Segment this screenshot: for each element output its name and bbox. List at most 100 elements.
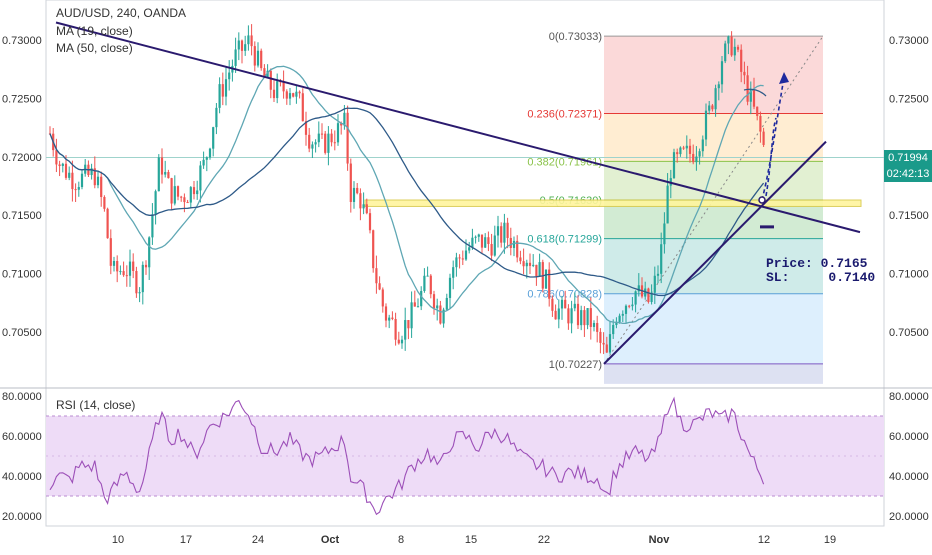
candle-body (317, 133, 320, 143)
candle-body (359, 193, 362, 209)
candle-body (186, 202, 189, 204)
candle-body (602, 342, 605, 345)
support-zone (364, 199, 862, 207)
annotation-price: Price: 0.7165 (766, 256, 868, 271)
candle-body (164, 172, 167, 175)
candle-body (708, 105, 711, 111)
candle-body (333, 142, 336, 144)
candle-body (752, 89, 756, 107)
candle-body (228, 72, 231, 80)
candle-body (759, 115, 762, 132)
candle-body (442, 309, 445, 324)
candle-body (720, 61, 724, 85)
candle-body (388, 317, 391, 321)
candle-body (384, 306, 388, 321)
candle-body (378, 283, 381, 290)
candle-body (266, 70, 269, 78)
candle-body (330, 133, 333, 143)
candle-body (676, 152, 679, 155)
candle-body (644, 288, 647, 297)
candle-body (311, 144, 314, 149)
candle-body (522, 261, 525, 267)
candle-body (420, 290, 423, 307)
fib-level-label: 0(0.73033) (549, 31, 602, 43)
candle-body (570, 308, 573, 324)
candle-body (349, 163, 352, 202)
candle-body (615, 321, 618, 325)
candle-body (458, 257, 461, 259)
fib-diagonal (603, 35, 824, 365)
candle-body (154, 191, 157, 215)
stop-loss-marker (760, 225, 774, 229)
candle-body (292, 93, 295, 97)
candle-body (215, 107, 218, 128)
candle-body (119, 271, 122, 273)
candle-body (298, 91, 301, 94)
candle-body (714, 88, 717, 110)
candle-body (240, 40, 244, 51)
candle-body (362, 204, 365, 209)
current-price-tag: 0.71994 (884, 150, 932, 166)
candle-body (695, 156, 698, 163)
y-tick-left: 0.71500 (2, 210, 42, 222)
candle-body (496, 226, 500, 236)
x-tick-label: 19 (824, 534, 836, 546)
candle-body (64, 163, 68, 178)
annotation-sl: SL: 0.7140 (766, 270, 876, 285)
fib-zone (604, 293, 823, 364)
candle-body (183, 197, 186, 203)
candle-body (55, 150, 58, 165)
candle-body (301, 93, 304, 122)
candle-body (160, 157, 164, 175)
candle-body (295, 91, 298, 97)
candle-body (455, 257, 458, 268)
candle-body (698, 151, 701, 157)
candle-body (413, 302, 416, 307)
candle-body (269, 70, 272, 90)
candle-body (74, 189, 77, 191)
candle-body (128, 261, 132, 276)
projection-curve (743, 88, 767, 97)
candle-body (205, 157, 208, 160)
candle-body (352, 187, 356, 202)
fib-zone (604, 113, 823, 162)
legend-symbol: AUD/USD, 240, OANDA (56, 6, 187, 20)
candle-body (340, 123, 343, 126)
candle-body (253, 46, 256, 66)
candle-body (263, 68, 266, 78)
candle-body (589, 308, 592, 327)
candle-body (132, 261, 135, 271)
candle-body (272, 89, 276, 99)
legend-rsi: RSI (14, close) (56, 398, 136, 412)
candle-body (573, 303, 576, 309)
candle-body (167, 172, 170, 179)
candle-body (548, 269, 551, 299)
candle-body (397, 339, 400, 344)
candle-body (173, 186, 176, 204)
candle-body (506, 222, 509, 238)
fib-zone (604, 238, 823, 294)
candle-body (336, 123, 340, 143)
candle-body (148, 237, 151, 268)
candle-body (663, 223, 666, 245)
candle-body (324, 133, 327, 153)
x-tick-label: 12 (758, 534, 770, 546)
candle-body (538, 262, 541, 277)
candle-body (666, 185, 669, 224)
candle-body (394, 318, 397, 340)
candle-body (218, 84, 221, 108)
candle-body (151, 214, 154, 238)
candle-body (90, 168, 93, 176)
candle-body (327, 133, 330, 153)
candle-body (480, 234, 484, 248)
candle-body (234, 49, 237, 66)
rsi-y-tick-right: 20.0000 (889, 511, 929, 523)
candle-body (196, 190, 199, 195)
y-tick-left: 0.73000 (2, 35, 42, 47)
candle-body (320, 133, 324, 135)
candle-body (746, 75, 749, 102)
candle-body (621, 313, 624, 316)
candle-body (157, 157, 160, 192)
candle-body (509, 237, 512, 248)
